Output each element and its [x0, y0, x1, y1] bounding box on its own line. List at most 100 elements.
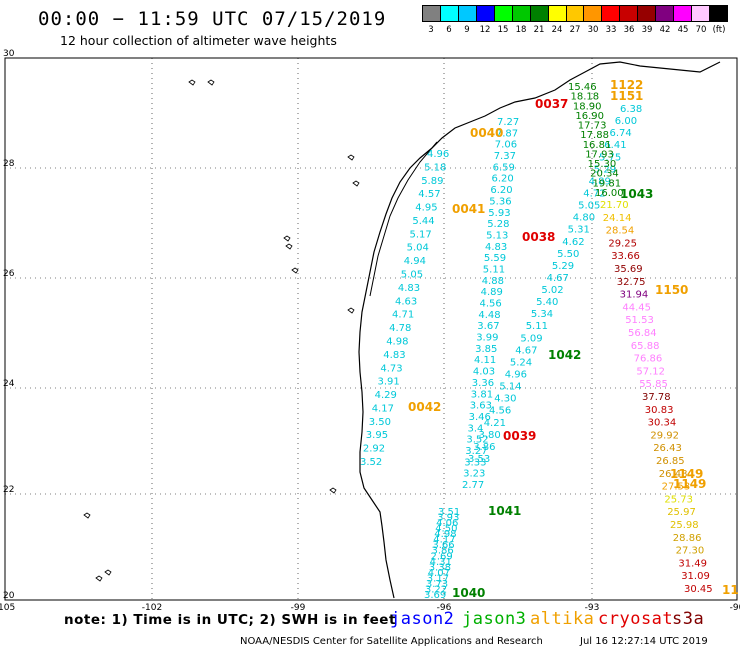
wave-height-value: 37.78 [642, 392, 671, 403]
wave-height-value: 5.40 [536, 297, 558, 308]
wave-height-value: 4.56 [489, 406, 511, 417]
wave-height-value: 6.41 [604, 140, 626, 151]
island [352, 180, 360, 187]
scale-color-box [476, 6, 495, 21]
wave-height-value: 3.95 [366, 430, 388, 441]
wave-height-value: 20.34 [590, 169, 619, 180]
wave-height-value: 4.21 [484, 418, 506, 429]
scale-color-box [440, 6, 459, 21]
legend-s3a: s3a [672, 609, 705, 629]
island [285, 243, 293, 250]
legend-cryosat: cryosat [598, 609, 674, 629]
wave-height-value: 21.70 [600, 200, 629, 211]
scale-color-box [548, 6, 567, 21]
wave-height-value: 5.44 [412, 216, 434, 227]
wave-height-value: 3.53 [468, 454, 490, 465]
island [95, 575, 103, 582]
lon-tick-label: -96 [437, 603, 452, 613]
scale-color-box [494, 6, 513, 21]
lon-tick-label: -99 [291, 603, 306, 613]
wave-height-value: 2.92 [363, 444, 385, 455]
wave-height-value: 5.05 [578, 201, 600, 212]
wave-height-value: 76.86 [634, 354, 663, 365]
wave-height-value: 27.30 [676, 546, 705, 557]
wave-height-value: 26.85 [656, 456, 685, 467]
wave-height-value: 6.20 [492, 174, 514, 185]
color-scale-boxes [422, 5, 728, 22]
scale-color-box [620, 6, 639, 21]
pass-label: 1151 [610, 89, 643, 103]
scale-label: 6 [446, 25, 452, 35]
wave-height-value: 7.27 [497, 117, 519, 128]
coastline [358, 61, 721, 599]
legend-altika: altika [530, 609, 595, 629]
wave-height-value: 5.31 [568, 225, 590, 236]
wave-height-value: 4.94 [404, 256, 426, 267]
wave-height-value: 18.18 [571, 92, 600, 103]
wave-height-value: 4.29 [375, 390, 397, 401]
wave-height-value: 31.94 [620, 290, 649, 301]
credit-text: NOAA/NESDIS Center for Satellite Applica… [240, 636, 543, 647]
wave-height-value: 30.83 [645, 405, 674, 416]
small-islands [83, 79, 360, 582]
wave-height-value: 3.67 [477, 321, 499, 332]
wave-height-value: 3.33 [464, 457, 486, 468]
wave-height-value: 15.30 [588, 159, 617, 170]
wave-height-value: 4.63 [395, 296, 417, 307]
wave-height-value: 4.88 [482, 276, 504, 287]
wave-height-value: 4.07 [428, 568, 450, 579]
wave-height-value: 4.83 [398, 283, 420, 294]
wave-height-value: 4.72 [583, 189, 605, 200]
wave-height-value: 6.00 [615, 116, 637, 127]
wave-height-value: 3.17 [427, 573, 449, 584]
scale-color-box [602, 6, 621, 21]
color-scale-legend: 3 6 9 12 15 18 21 24 27 30 33 36 39 42 45 70 (ft) [422, 5, 728, 35]
wave-height-value: 4.89 [481, 287, 503, 298]
wave-height-value: 25.98 [670, 520, 699, 531]
wave-height-value: 3.81 [471, 389, 493, 400]
wave-height-value: 4.11 [474, 355, 496, 366]
wave-height-value: 5.29 [552, 261, 574, 272]
wave-height-value: 4.67 [547, 273, 569, 284]
footer-note: note: 1) Time is in UTC; 2) SWH is in fe… [64, 612, 396, 628]
legend-jason2: jason2 [390, 609, 455, 629]
wave-height-value: 3.69 [424, 590, 446, 601]
wave-height-value: 30.45 [684, 584, 713, 595]
wave-height-value: 3.52 [466, 435, 488, 446]
wave-height-value: 3.4 [468, 423, 484, 434]
wave-height-value: 3.22 [425, 585, 447, 596]
wave-height-value: 3.80 [479, 430, 501, 441]
wave-height-value: 3.36 [472, 378, 494, 389]
legend-jason3: jason3 [462, 609, 527, 629]
wave-height-value: 5.18 [424, 162, 446, 173]
pass-label: 0040 [470, 126, 503, 140]
wave-height-value: 3.23 [463, 469, 485, 480]
scale-color-box [692, 6, 710, 21]
page-title: 00:00 − 11:59 UTC 07/15/2019 [38, 8, 387, 30]
wave-height-value: 5.50 [557, 249, 579, 260]
scale-label: 36 [623, 25, 635, 35]
wave-height-value: 5.34 [531, 309, 553, 320]
wave-height-value: 4.95 [415, 203, 437, 214]
scale-label: (ft) [712, 25, 726, 35]
scale-label: 30 [587, 25, 599, 35]
wave-height-value: 3.51 [438, 507, 460, 518]
wave-height-value: 28.54 [606, 226, 635, 237]
island [291, 267, 299, 274]
scale-color-box [638, 6, 657, 21]
wave-height-value: 31.49 [678, 558, 707, 569]
wave-height-value: 4.80 [573, 213, 595, 224]
wave-height-value: 18.90 [573, 101, 602, 112]
island [283, 235, 291, 242]
wave-height-value: 25.73 [664, 494, 693, 505]
scale-color-box [584, 6, 603, 21]
wave-height-value: 4.67 [515, 345, 537, 356]
wave-height-value: 3.91 [378, 377, 400, 388]
island [104, 569, 112, 576]
wave-height-value: 4.03 [473, 367, 495, 378]
wave-height-value: 4.83 [383, 350, 405, 361]
wave-height-value: 5.17 [410, 229, 432, 240]
scale-label: 9 [464, 25, 470, 35]
wave-height-value: 5.04 [407, 243, 429, 254]
lat-tick-label: 28 [3, 159, 15, 169]
